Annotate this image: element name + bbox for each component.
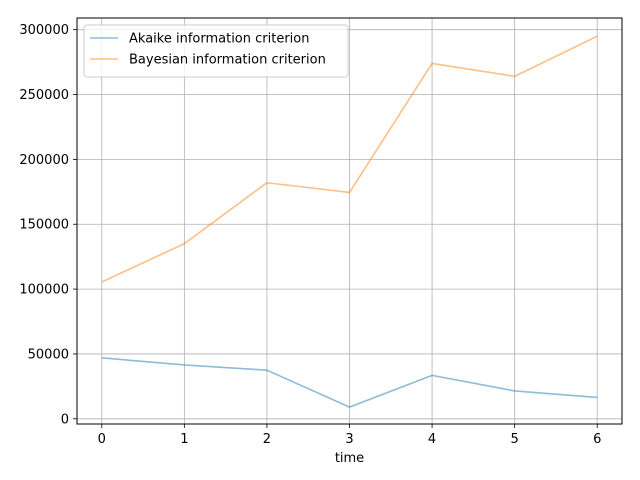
x-axis: 0 1 2 3 4 5 6 <box>98 424 601 447</box>
y-tick-label: 300000 <box>19 23 69 38</box>
x-tick-label: 3 <box>345 432 353 447</box>
y-tick-label: 0 <box>61 412 69 427</box>
series-lines <box>101 35 598 408</box>
x-tick-label: 0 <box>98 432 106 447</box>
series-line-0 <box>101 357 598 408</box>
x-tick-label: 5 <box>511 432 519 447</box>
x-tick-label: 1 <box>180 432 188 447</box>
legend: Akaike information criterion Bayesian inf… <box>83 24 349 78</box>
x-axis-label: time <box>335 451 364 466</box>
series-line-1 <box>101 35 598 283</box>
y-tick-label: 150000 <box>19 218 69 233</box>
grid <box>77 18 622 424</box>
legend-label-1: Bayesian information criterion <box>129 53 326 68</box>
y-tick-label: 200000 <box>19 153 69 168</box>
legend-box <box>83 24 349 78</box>
y-tick-label: 100000 <box>19 283 69 298</box>
y-axis: 0 50000 100000 150000 200000 250000 300000 <box>19 23 77 427</box>
x-tick-label: 2 <box>263 432 271 447</box>
x-tick-label: 6 <box>593 432 601 447</box>
x-tick-label: 4 <box>428 432 436 447</box>
legend-label-0: Akaike information criterion <box>129 32 309 47</box>
y-tick-label: 250000 <box>19 88 69 103</box>
y-tick-label: 50000 <box>28 347 69 362</box>
